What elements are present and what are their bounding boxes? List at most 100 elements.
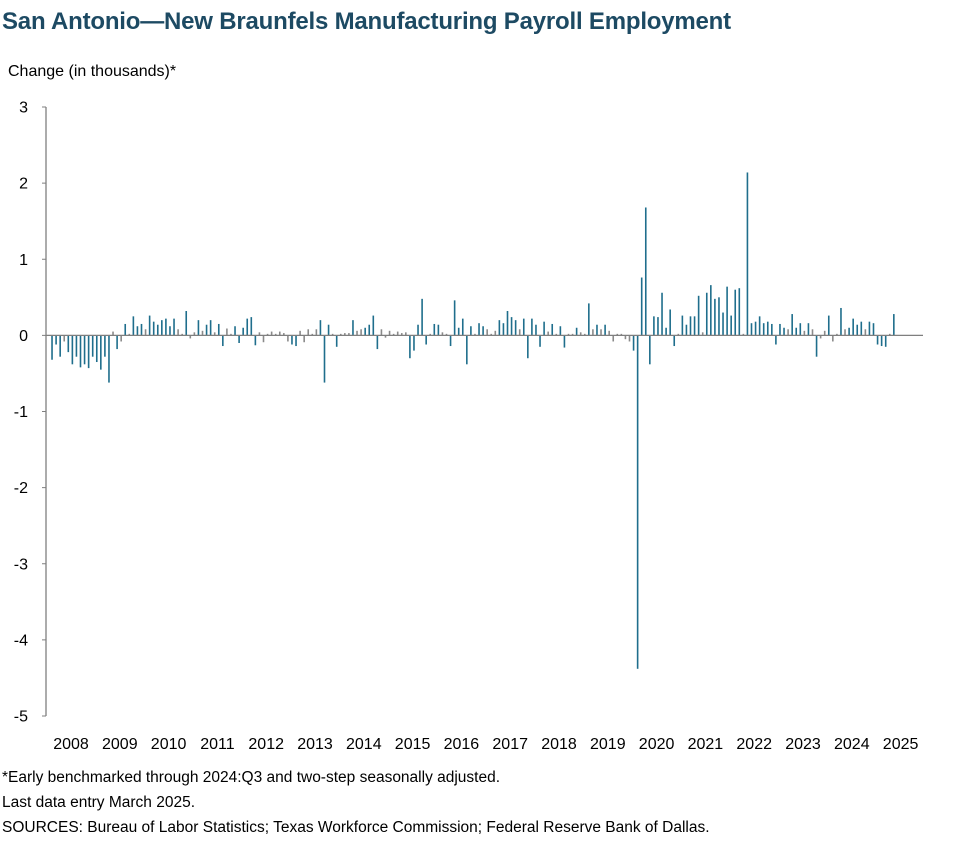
- x-tick-label: 2019: [590, 736, 626, 753]
- bar: [417, 324, 419, 336]
- bar: [608, 330, 610, 336]
- x-tick-label: 2008: [53, 736, 89, 753]
- bar: [453, 300, 456, 336]
- bar: [547, 331, 549, 336]
- bar: [673, 335, 676, 347]
- bar: [852, 318, 854, 336]
- bar: [718, 297, 720, 336]
- bar: [470, 326, 472, 336]
- bar: [620, 333, 623, 336]
- bar: [213, 332, 216, 336]
- bar: [169, 326, 171, 336]
- x-tick-label: 2023: [785, 736, 821, 753]
- bar: [555, 333, 558, 336]
- y-axis-ticks: 3 2 1 0 -1 -2 -3 -4 -5: [14, 100, 46, 726]
- bar: [482, 326, 484, 336]
- bar: [352, 320, 354, 336]
- bar: [604, 324, 606, 336]
- bar: [79, 335, 82, 368]
- bar: [624, 335, 627, 340]
- bar: [161, 320, 163, 336]
- bar: [425, 335, 427, 345]
- bar: [811, 329, 814, 336]
- bar: [238, 335, 240, 343]
- bar: [148, 315, 151, 336]
- bar: [177, 329, 179, 336]
- bar: [339, 333, 342, 336]
- bar: [83, 335, 86, 365]
- bar: [368, 324, 371, 336]
- bar: [116, 335, 118, 350]
- bar: [563, 335, 566, 348]
- bar: [592, 329, 594, 336]
- y-tick-label: -5: [14, 709, 28, 726]
- bar: [795, 327, 798, 336]
- bar: [710, 285, 712, 336]
- bar: [579, 332, 582, 336]
- bar: [486, 329, 488, 336]
- bar: [205, 324, 208, 336]
- bar: [405, 332, 407, 336]
- x-tick-label: 2025: [883, 736, 919, 753]
- bar: [226, 328, 228, 336]
- bar: [864, 329, 867, 336]
- bar: [888, 333, 891, 336]
- bar: [685, 324, 688, 336]
- y-tick-label: -4: [14, 632, 28, 649]
- bar: [669, 309, 671, 336]
- bar: [433, 323, 436, 336]
- sources-text: SOURCES: Bureau of Labor Statistics; Tex…: [2, 819, 710, 836]
- bar: [429, 333, 432, 336]
- x-tick-label: 2021: [688, 736, 724, 753]
- bar: [173, 318, 175, 336]
- bar: [868, 321, 871, 336]
- y-tick-label: 2: [19, 176, 28, 193]
- bar: [185, 311, 188, 336]
- bar: [738, 288, 741, 336]
- bar: [762, 323, 765, 336]
- bar: [449, 335, 452, 347]
- bar: [396, 331, 399, 336]
- bar: [319, 320, 322, 336]
- bar: [571, 333, 574, 336]
- bar: [510, 317, 513, 336]
- bar: [681, 315, 684, 336]
- bar: [551, 323, 554, 336]
- bar: [421, 298, 423, 336]
- bar: [535, 324, 537, 336]
- y-tick-label: -2: [14, 480, 28, 497]
- bar: [783, 327, 785, 336]
- y-tick-label: -3: [14, 556, 28, 573]
- bar: [331, 333, 334, 336]
- bar: [514, 320, 517, 336]
- bar: [327, 324, 330, 336]
- bar: [539, 335, 541, 347]
- bar: [262, 335, 265, 343]
- bar: [734, 289, 737, 336]
- bar: [771, 323, 773, 336]
- x-tick-label: 2015: [395, 736, 431, 753]
- bar: [705, 292, 708, 336]
- bar: [665, 327, 667, 336]
- bar: [132, 316, 135, 336]
- bar: [380, 329, 383, 336]
- bar: [502, 323, 505, 336]
- bar: [283, 333, 285, 336]
- bar: [779, 323, 781, 336]
- bar: [360, 329, 362, 336]
- bar: [856, 324, 859, 336]
- bar: [819, 335, 822, 339]
- bar: [307, 329, 310, 336]
- bar: [657, 317, 659, 336]
- bar: [197, 320, 200, 336]
- bar: [754, 321, 757, 336]
- x-axis-ticks: 2008 2009 2010 2011 2012 2013 2014 2015 2016 2017…: [53, 736, 918, 753]
- x-tick-label: 2024: [834, 736, 870, 753]
- bar: [775, 335, 777, 345]
- bar: [323, 335, 326, 383]
- bar: [726, 286, 728, 336]
- bar: [787, 329, 789, 336]
- bar: [559, 326, 562, 336]
- bar: [71, 335, 74, 365]
